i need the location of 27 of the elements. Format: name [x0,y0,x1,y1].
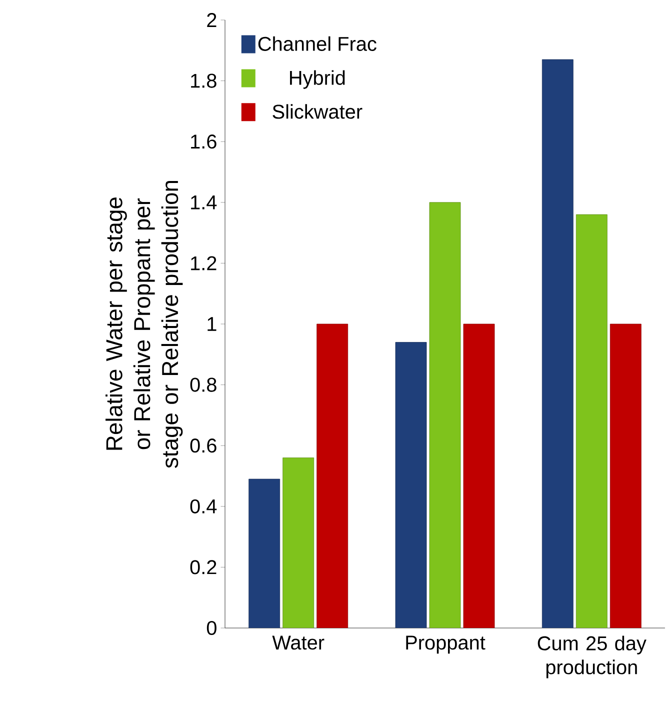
y-tick-label: 1.8 [191,74,216,88]
legend-label: Channel Frac [258,36,376,51]
y-tick-label: 0.2 [190,560,216,574]
y-tick-label: 0 [206,620,216,636]
bar [542,59,574,628]
y-tick-label: 0.8 [190,378,216,392]
bar [316,324,348,628]
bar [463,324,495,628]
legend-label: Hybrid [290,70,345,89]
y-tick-label: 1.2 [191,256,216,270]
y-tick-label: 0.4 [190,499,217,514]
y-tick-label: 1 [208,317,216,331]
bar [248,478,280,628]
y-tick-label: 1.6 [191,134,216,149]
bar [282,458,314,628]
y-tick-label: 2 [207,13,216,27]
legend-label: Slickwater [272,104,362,119]
x-tick-label: Water [272,636,324,650]
y-tick-label: 0.6 [190,438,216,453]
y-axis-title: Relative Water per stage or Relative Proppant per stage or Relative production [106,180,183,468]
bar [576,214,608,628]
bar [429,202,461,628]
x-tick-label: Cum 25 day production [538,636,646,678]
bar [395,342,427,628]
bar [610,324,642,628]
y-tick-label: 1.4 [191,196,217,210]
x-tick-label: Proppant [406,636,486,654]
